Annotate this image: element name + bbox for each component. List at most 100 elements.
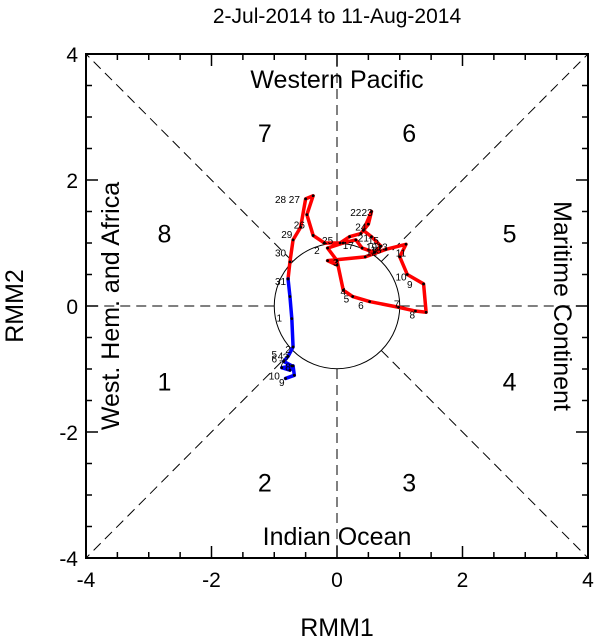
series-point-0-17 xyxy=(354,238,358,242)
series-line-1 xyxy=(280,277,297,381)
series-point-0-32 xyxy=(304,197,308,201)
day-label-11: 24 xyxy=(355,222,367,233)
day-label-15: 13 xyxy=(377,242,389,253)
day-label-13: 15 xyxy=(368,236,380,247)
phase-label-6: 6 xyxy=(402,120,416,148)
day-label-20: 10 xyxy=(395,273,407,284)
x-tick-label-0: -4 xyxy=(77,569,96,592)
series-point-0-10 xyxy=(397,305,400,309)
day-label-4: 30 xyxy=(275,249,287,260)
day-label-21: 9 xyxy=(407,280,413,291)
day-label-1: 27 xyxy=(289,195,301,206)
day-label-19: 11 xyxy=(396,249,407,260)
day-label-2: 26 xyxy=(294,220,306,231)
day-label-17: 17 xyxy=(343,241,355,252)
series-point-0-18 xyxy=(360,246,364,250)
series-point-1-7 xyxy=(280,366,284,370)
series-point-0-19 xyxy=(373,251,377,254)
series-markers xyxy=(280,194,428,380)
phase-label-2: 2 xyxy=(258,469,272,497)
day-label-6: 25 xyxy=(322,236,334,247)
day-label-5: 31 xyxy=(275,277,287,288)
series-point-0-8 xyxy=(424,310,428,314)
series-point-0-3 xyxy=(384,247,388,251)
series-point-0-9 xyxy=(414,309,417,313)
x-axis-label: RMM1 xyxy=(300,614,374,640)
series-point-0-30 xyxy=(305,213,309,217)
day-label-14: 19 xyxy=(366,242,378,253)
y-tick-label-1: -2 xyxy=(59,422,78,445)
y-tick-label-3: 2 xyxy=(66,170,78,193)
series-point-0-24 xyxy=(366,222,370,226)
series-point-1-11 xyxy=(284,377,287,380)
series-point-0-31 xyxy=(311,194,315,198)
phase-label-5: 5 xyxy=(503,221,517,249)
day-label-26: 8 xyxy=(410,310,416,321)
day-label-24: 6 xyxy=(358,301,364,312)
y-tick-label-0: -4 xyxy=(59,548,78,571)
day-label-12: 21 xyxy=(358,234,370,245)
phase-label-3: 3 xyxy=(402,469,416,497)
series-point-1-1 xyxy=(288,295,292,298)
series-point-0-21 xyxy=(370,235,373,239)
series-point-0-0 xyxy=(335,263,339,267)
day-label-16: 12 xyxy=(366,247,378,258)
phase-label-7: 7 xyxy=(258,120,272,148)
day-label-25: 7 xyxy=(394,300,400,311)
series-point-1-10 xyxy=(292,373,296,377)
guide-line-6 xyxy=(381,350,589,559)
guide-line-4 xyxy=(381,53,589,262)
day-label-36: 9 xyxy=(279,378,285,389)
phase-label-8: 8 xyxy=(157,221,171,249)
y-tick-label-4: 4 xyxy=(66,44,78,67)
series-point-0-15 xyxy=(326,246,329,250)
series-point-0-11 xyxy=(368,300,372,303)
series-point-0-7 xyxy=(422,282,425,286)
x-tick-label-4: 4 xyxy=(582,569,594,592)
series-point-0-25 xyxy=(359,232,363,235)
series-point-0-26 xyxy=(348,235,351,239)
series-point-1-5 xyxy=(282,360,286,363)
day-label-34: 8 xyxy=(285,363,291,374)
day-label-33: 7 xyxy=(279,360,285,371)
series-point-0-1 xyxy=(326,259,329,263)
x-tick-labels: -4 -2 0 2 4 xyxy=(77,569,595,592)
series-point-0-34 xyxy=(291,238,295,242)
day-label-30: 6 xyxy=(271,355,277,366)
series-point-1-4 xyxy=(286,355,290,358)
series-point-0-28 xyxy=(323,241,326,245)
day-label-3: 29 xyxy=(281,230,293,241)
series-point-0-20 xyxy=(379,244,383,248)
region-label-right: Maritime Continent xyxy=(548,201,576,411)
day-label-29: 4 xyxy=(278,351,284,362)
phase-label-1: 1 xyxy=(157,369,171,397)
series-point-0-14 xyxy=(335,259,339,263)
x-tick-label-1: -2 xyxy=(202,569,221,592)
day-label-7: 2 xyxy=(314,246,320,257)
series-point-0-22 xyxy=(361,229,365,232)
day-label-28: 5 xyxy=(271,350,277,361)
series-point-0-16 xyxy=(341,241,345,245)
day-label-31: 3 xyxy=(283,353,289,364)
day-label-18: 18 xyxy=(370,246,382,257)
region-label-top: Western Pacific xyxy=(250,66,423,94)
series-point-1-2 xyxy=(290,317,294,320)
series-point-0-2 xyxy=(363,255,367,259)
guide-line-7 xyxy=(85,350,293,559)
day-label-0: 28 xyxy=(275,195,287,206)
guide-line-5 xyxy=(85,53,293,262)
series-point-0-5 xyxy=(398,255,402,259)
axis-ticks xyxy=(85,53,589,559)
phase-label-4: 4 xyxy=(503,369,517,397)
series-point-0-4 xyxy=(404,242,408,246)
series-point-1-0 xyxy=(286,277,290,281)
series-point-0-27 xyxy=(338,241,342,245)
x-tick-label-3: 2 xyxy=(457,569,469,592)
series-point-0-35 xyxy=(288,260,292,264)
day-label-35: 10 xyxy=(269,372,281,383)
x-tick-label-2: 0 xyxy=(331,569,343,592)
series-point-0-13 xyxy=(341,288,345,292)
series-point-1-9 xyxy=(291,364,295,368)
